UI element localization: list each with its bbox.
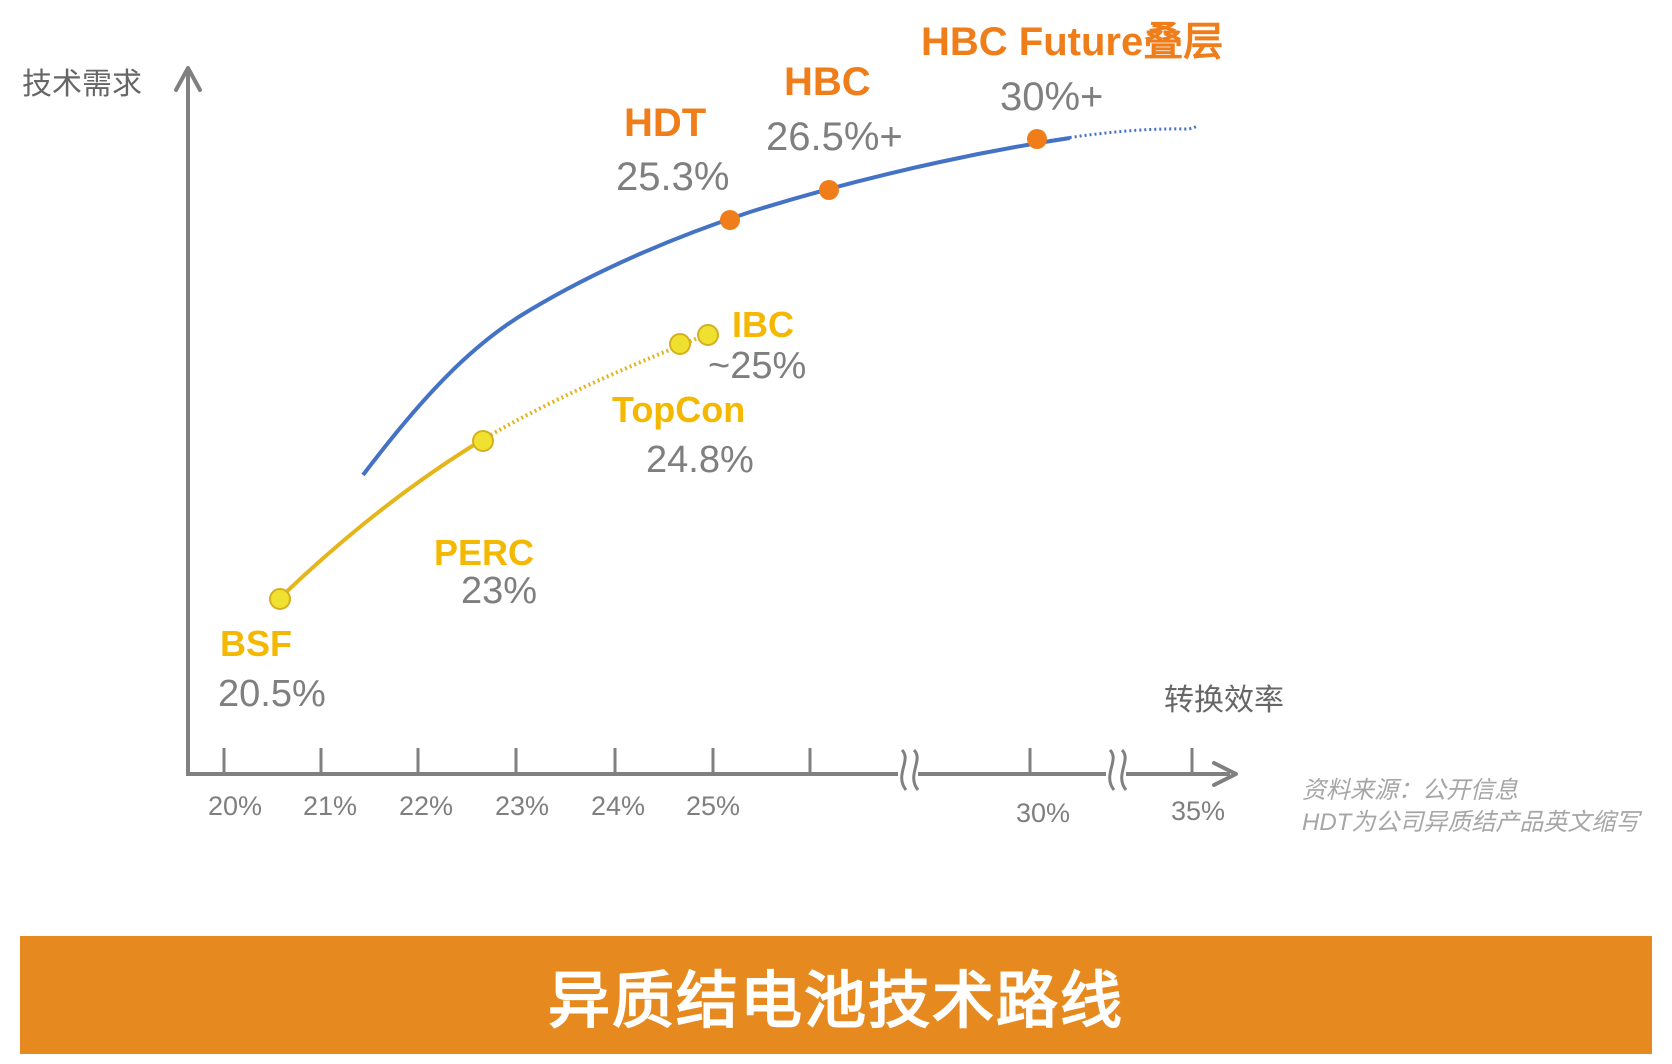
bsf-marker (269, 588, 291, 610)
hdt-value: 25.3% (616, 155, 729, 199)
bsf-value: 20.5% (218, 673, 326, 715)
y-axis-label: 技术需求 (22, 67, 142, 102)
ibc-value: ~25% (708, 345, 806, 387)
x-tick-label: 25% (686, 791, 740, 821)
ibc-marker (697, 324, 719, 346)
title-banner: 异质结电池技术路线 (20, 936, 1652, 1054)
banner-title: 异质结电池技术路线 (547, 964, 1124, 1037)
x-ticks (222, 748, 1194, 774)
ibc-label: IBC (732, 304, 794, 345)
hdt-marker (720, 210, 740, 230)
topcon-label: TopCon (612, 389, 745, 430)
perc-marker (472, 430, 494, 452)
axis-break-1 (900, 748, 920, 791)
blue-point-labels: HDT 25.3% HBC 26.5%+ HBC Future叠层 30%+ (616, 20, 1223, 199)
source-line-1: 资料来源：公开信息 (1302, 777, 1518, 804)
series-yellow (269, 324, 719, 610)
x-tick-label: 21% (303, 791, 357, 821)
x-tick-label: 23% (495, 791, 549, 821)
blue-curve-dotted (1039, 124, 1199, 144)
x-tick-labels: 20% 21% 22% 23% 24% 25% 30% 35% (208, 791, 1225, 828)
source-note: 资料来源：公开信息 HDT为公司异质结产品英文缩写 (1302, 777, 1642, 836)
x-tick-label: 35% (1171, 796, 1225, 826)
axes: 20% 21% 22% 23% 24% 25% 30% 35% 技术需求 转换效… (22, 66, 1284, 828)
x-tick-label: 24% (591, 791, 645, 821)
bsf-label: BSF (220, 623, 292, 664)
y-axis-arrow (174, 66, 202, 92)
axis-break-2 (1108, 748, 1128, 791)
hbc-value: 26.5%+ (766, 115, 903, 159)
perc-label: PERC (434, 532, 534, 573)
yellow-point-labels: BSF 20.5% PERC 23% TopCon 24.8% IBC ~25% (218, 304, 806, 715)
x-axis-label: 转换效率 (1164, 683, 1284, 718)
source-line-2: HDT为公司异质结产品英文缩写 (1302, 809, 1642, 836)
hbc-marker (819, 180, 839, 200)
series-blue (361, 124, 1199, 477)
hbc-future-label: HBC Future叠层 (921, 20, 1223, 64)
hbc-future-marker (1027, 129, 1047, 149)
hbc-future-value: 30%+ (1000, 75, 1103, 119)
perc-value: 23% (461, 570, 537, 612)
topcon-marker (669, 333, 691, 355)
x-tick-label: 30% (1016, 798, 1070, 828)
hbc-label: HBC (784, 60, 871, 104)
x-tick-label: 20% (208, 791, 262, 821)
hdt-label: HDT (624, 101, 706, 145)
x-tick-label: 22% (399, 791, 453, 821)
topcon-value: 24.8% (646, 439, 754, 481)
x-axis-arrow (1212, 761, 1238, 787)
yellow-curve-line (278, 438, 484, 600)
